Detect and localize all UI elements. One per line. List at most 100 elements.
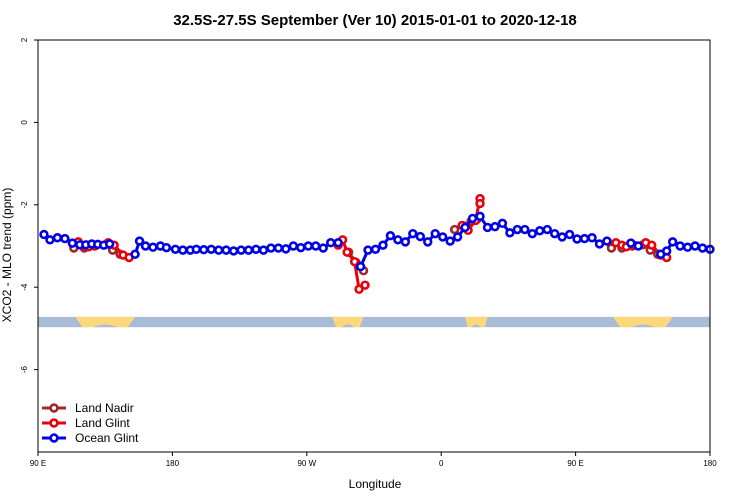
data-point [437, 232, 448, 242]
data-point [408, 228, 418, 239]
legend-label: Ocean Glint [75, 431, 139, 445]
data-point [542, 224, 552, 235]
land-segment-3 [612, 316, 673, 328]
data-point [505, 228, 515, 238]
data-point [661, 246, 672, 256]
data-point [557, 232, 567, 242]
data-point [690, 241, 700, 251]
y-tick-label: -4 [20, 283, 29, 291]
land-segment-0 [75, 316, 136, 328]
data-point [400, 237, 411, 247]
y-axis: 2 0 -2 -4 -6 [20, 37, 38, 373]
data-point [423, 237, 433, 247]
data-point [161, 242, 172, 253]
legend-item-ocean-glint: Ocean Glint [42, 431, 139, 445]
data-point [342, 247, 352, 257]
data-point [675, 241, 685, 251]
data-point [333, 238, 343, 248]
legend-marker [49, 418, 59, 428]
data-point [475, 211, 485, 222]
data-point [148, 242, 158, 252]
data-point [258, 245, 269, 255]
data-point [199, 245, 209, 255]
y-tick-label: -6 [20, 365, 29, 373]
data-point [475, 198, 485, 209]
data-point [449, 224, 460, 235]
data-point [633, 241, 644, 251]
series-ocean-glint [39, 211, 715, 272]
data-point [45, 235, 55, 245]
x-tick-label: 90 W [297, 459, 316, 468]
data-point [288, 241, 299, 251]
data-point [360, 280, 370, 290]
ocean-inlet-1 [341, 324, 355, 328]
data-point [206, 244, 216, 254]
data-point [467, 213, 478, 224]
data-point [490, 221, 500, 232]
ocean-inlet-3 [630, 324, 655, 328]
data-point [682, 242, 693, 252]
data-point [527, 228, 537, 239]
land-ocean-band [38, 316, 710, 328]
legend-item-land-nadir: Land Nadir [42, 401, 134, 415]
data-point [594, 239, 605, 249]
data-point [579, 233, 590, 244]
y-tick-label: -2 [20, 201, 29, 209]
data-point [602, 236, 612, 246]
data-point [430, 228, 440, 239]
data-point [587, 233, 597, 243]
data-point [482, 222, 493, 233]
data-point [325, 238, 336, 248]
data-point [697, 243, 708, 253]
data-point [213, 245, 224, 255]
data-point [140, 241, 151, 251]
data-point [355, 261, 366, 272]
data-point [354, 284, 364, 294]
plot-frame [37, 39, 711, 453]
data-point [251, 244, 261, 254]
data-point [415, 231, 425, 242]
legend-label: Land Glint [75, 416, 130, 430]
data-point [564, 229, 575, 240]
data-point [191, 244, 201, 254]
data-point [39, 229, 49, 240]
ocean-inlet-2 [471, 324, 481, 328]
y-axis-label: XCO2 - MLO trend (ppm) [0, 188, 14, 323]
data-point [303, 241, 313, 251]
data-point [311, 241, 321, 251]
data-point [572, 234, 582, 244]
data-point [281, 244, 291, 254]
x-axis-label: Longitude [349, 477, 402, 491]
data-point [243, 245, 254, 255]
data-point [236, 245, 246, 255]
x-tick-label: 180 [166, 459, 180, 468]
data-point [221, 245, 231, 255]
data-point [67, 238, 78, 248]
legend-label: Land Nadir [75, 401, 134, 415]
data-point [134, 236, 145, 246]
legend-item-land-glint: Land Glint [42, 416, 130, 430]
data-point [273, 243, 284, 253]
data-point [349, 256, 360, 267]
series-layer [39, 193, 715, 294]
chart-title: 32.5S-27.5S September (Ver 10) 2015-01-0… [173, 12, 577, 29]
data-point [266, 243, 276, 253]
data-point [385, 231, 396, 241]
data-point [104, 239, 115, 249]
ocean-inlet-0 [93, 324, 118, 328]
x-tick-label: 0 [439, 459, 444, 468]
x-tick-label: 90 E [567, 459, 583, 468]
x-axis: 90 E 180 90 W 0 90 E 180 [30, 452, 717, 468]
data-point [445, 236, 455, 246]
data-point [296, 242, 306, 253]
y-tick-label: 2 [20, 37, 29, 42]
data-point [378, 240, 388, 250]
data-point [318, 243, 328, 253]
data-point [667, 237, 678, 247]
data-point [647, 240, 657, 250]
data-point [393, 235, 403, 245]
data-point [512, 224, 523, 235]
legend-marker [49, 403, 59, 413]
